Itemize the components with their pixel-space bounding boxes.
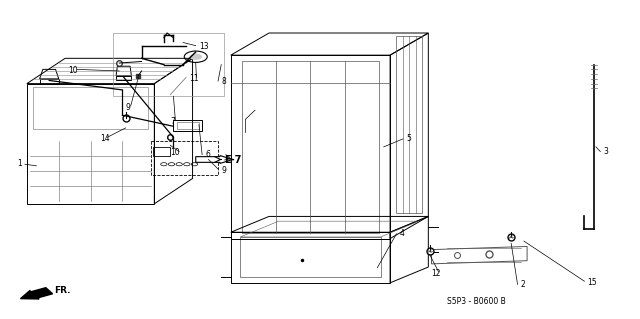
Text: FR.: FR. bbox=[54, 286, 70, 295]
Text: 4: 4 bbox=[399, 229, 404, 238]
Text: 5: 5 bbox=[406, 134, 411, 143]
FancyArrow shape bbox=[196, 156, 233, 163]
Text: 9: 9 bbox=[125, 103, 131, 112]
Text: 8: 8 bbox=[221, 77, 226, 86]
Text: 6: 6 bbox=[205, 150, 210, 159]
Text: 2: 2 bbox=[521, 280, 525, 289]
Text: 10: 10 bbox=[170, 148, 180, 158]
Text: 9: 9 bbox=[221, 166, 226, 175]
Text: S5P3 - B0600 B: S5P3 - B0600 B bbox=[447, 297, 506, 306]
Text: 12: 12 bbox=[431, 269, 441, 278]
Bar bbox=[151, 141, 218, 175]
Text: 10: 10 bbox=[68, 66, 78, 75]
Text: 15: 15 bbox=[588, 278, 597, 287]
Text: 11: 11 bbox=[189, 74, 199, 83]
Text: 3: 3 bbox=[604, 147, 609, 156]
Text: 7: 7 bbox=[170, 117, 175, 126]
Bar bbox=[33, 87, 148, 129]
Circle shape bbox=[189, 54, 202, 60]
Text: 1: 1 bbox=[17, 160, 22, 168]
Text: 13: 13 bbox=[199, 42, 209, 51]
Text: E-7: E-7 bbox=[225, 155, 242, 165]
Text: 14: 14 bbox=[100, 134, 110, 143]
FancyArrow shape bbox=[20, 288, 52, 299]
